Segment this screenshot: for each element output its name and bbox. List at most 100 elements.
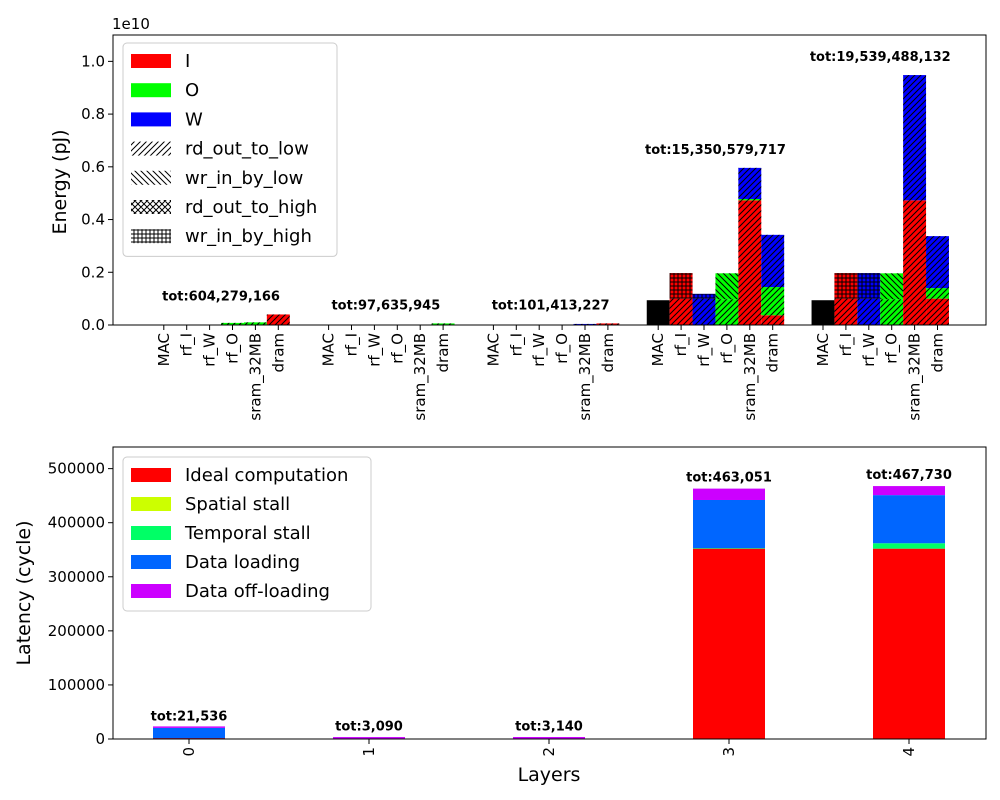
latency-total-label: tot:467,730 (866, 468, 952, 483)
energy-bar-hatch (926, 298, 949, 325)
energy-total-label: tot:604,279,166 (162, 289, 280, 304)
energy-x-tick-label: rf_O (553, 333, 572, 364)
energy-bar-hatch (431, 323, 455, 325)
latency-x-axis-label: Layers (518, 764, 581, 786)
energy-plot-frame (112, 34, 987, 326)
energy-bar-hatch (857, 273, 881, 299)
energy-bar-hatch (596, 323, 620, 325)
energy-bar-hatch (761, 315, 785, 325)
latency-x-tick-label: 0 (180, 747, 198, 757)
latency-total-label: tot:21,536 (151, 709, 228, 724)
latency-legend-swatch (131, 555, 171, 569)
energy-x-tick-label: sram_32MB (411, 333, 430, 421)
energy-x-tick-label: MAC (320, 333, 338, 366)
energy-scale-label: 1e10 (112, 15, 150, 33)
energy-legend-box (122, 42, 338, 257)
latency-bar-segment (153, 726, 225, 728)
energy-legend-label: wr_in_by_low (185, 168, 303, 189)
latency-total-label: tot:3,140 (515, 719, 583, 734)
energy-bar-hatch (880, 299, 904, 325)
energy-x-tick-label: MAC (649, 333, 667, 366)
latency-bar-segment (873, 486, 945, 496)
energy-x-tick-label: rf_I (343, 333, 362, 356)
latency-legend-label: Ideal computation (185, 465, 348, 486)
latency-legend-swatch (131, 497, 171, 511)
energy-total-label: tot:101,413,227 (492, 298, 610, 313)
energy-bar-hatch (834, 273, 858, 299)
energy-legend-swatch (131, 83, 171, 98)
latency-bar-segment (873, 543, 945, 549)
energy-bar-hatch (761, 287, 785, 316)
energy-bar-hatch (669, 273, 693, 299)
latency-y-axis-label: Latency (cycle) (13, 520, 35, 665)
latency-legend-label: Temporal stall (184, 523, 311, 544)
energy-legend-label: W (185, 109, 203, 130)
energy-y-tick-label: 0.4 (81, 211, 105, 229)
latency-x-tick-label: 2 (540, 747, 558, 757)
energy-bar-hatch (221, 322, 244, 325)
latency-x-tick-label: 3 (720, 747, 738, 757)
energy-x-tick-label: rf_I (178, 333, 197, 356)
latency-total-label: tot:3,090 (335, 719, 403, 734)
latency-y-tick-label: 100000 (48, 676, 105, 694)
energy-legend-hatch (131, 200, 171, 214)
energy-total-label: tot:15,350,579,717 (645, 143, 786, 158)
energy-bar-hatch (926, 288, 949, 299)
energy-bar-hatch (903, 200, 927, 325)
latency-plot-frame (112, 446, 987, 740)
energy-x-tick-label: rf_W (695, 333, 714, 367)
energy-bar-hatch (738, 198, 762, 201)
energy-bar-hatch (715, 299, 739, 325)
energy-legend-label: rd_out_to_high (185, 197, 317, 218)
energy-bar-segment (646, 300, 670, 325)
latency-bar-segment (693, 548, 765, 739)
latency-legend: Ideal computation Spatial stall Temporal s… (122, 456, 372, 612)
energy-bar-hatch (880, 273, 904, 300)
latency-y-tick-label: 300000 (48, 568, 105, 586)
energy-x-tick-label: MAC (814, 333, 832, 366)
energy-bar-hatch (738, 200, 762, 325)
latency-bar-segment (873, 548, 945, 739)
energy-bar-hatch (926, 236, 949, 289)
energy-legend-label: I (185, 51, 190, 72)
latency-bar-segment (693, 499, 765, 549)
energy-bar-hatch (266, 314, 290, 325)
latency-bar-segment (873, 495, 945, 544)
energy-bar-hatch (738, 167, 762, 199)
latency-x-tick-label: 1 (360, 747, 378, 757)
latency-legend-label: Spatial stall (185, 494, 290, 515)
energy-bar-hatch (761, 234, 785, 288)
energy-bar-hatch (669, 298, 693, 325)
energy-x-tick-label: MAC (155, 333, 173, 366)
energy-x-tick-label: rf_W (201, 333, 220, 367)
energy-bar-hatch (834, 298, 858, 325)
energy-x-tick-label: sram_32MB (741, 333, 760, 421)
energy-x-tick-label: rf_O (718, 333, 737, 364)
latency-legend-swatch (131, 526, 171, 540)
energy-x-tick-label: rf_W (365, 333, 384, 367)
energy-y-axis-label: Energy (pJ) (49, 129, 71, 234)
energy-bar-hatch (715, 273, 739, 300)
latency-bar-segment (333, 737, 405, 739)
latency-y-tick-label: 500000 (48, 460, 105, 478)
energy-bar-hatch (857, 298, 881, 325)
energy-x-tick-label: sram_32MB (906, 333, 925, 421)
energy-x-tick-label: rf_O (224, 333, 243, 364)
latency-legend-label: Data loading (185, 552, 300, 573)
energy-x-tick-label: rf_I (672, 333, 691, 356)
latency-y-tick-label: 0 (95, 730, 105, 748)
energy-x-tick-label: dram (929, 333, 947, 373)
energy-bar-hatch (903, 75, 927, 201)
energy-bar-hatch (692, 293, 716, 299)
energy-x-tick-label: sram_32MB (246, 333, 265, 421)
energy-chart: 1e10 Energy (pJ) tot:604,279,166 tot:97,6… (49, 15, 987, 421)
energy-bar-hatch (243, 322, 267, 325)
energy-legend-hatch (131, 141, 171, 156)
latency-legend-label: Data off-loading (185, 581, 330, 602)
latency-y-tick-label: 200000 (48, 622, 105, 640)
latency-x-tick-label: 4 (900, 747, 918, 757)
latency-chart: Latency (cycle) Layers tot:21,536 tot:3,0… (13, 446, 987, 786)
latency-total-label: tot:463,051 (686, 471, 772, 486)
